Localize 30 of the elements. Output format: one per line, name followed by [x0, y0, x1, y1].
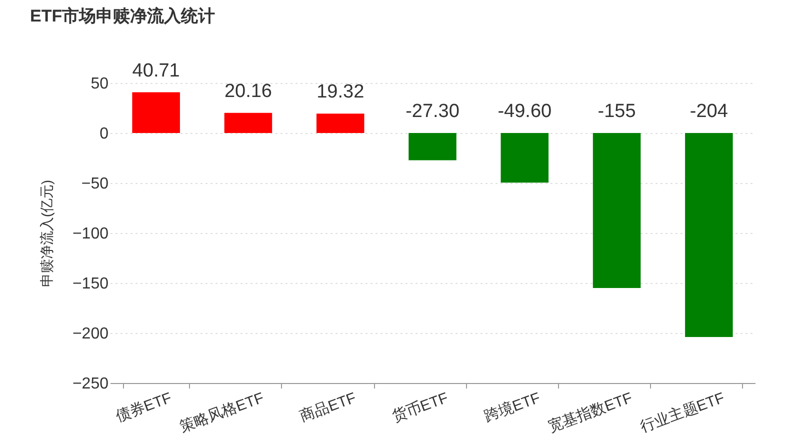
x-tick-label: 货币ETF [390, 390, 450, 426]
bar [408, 133, 456, 160]
y-tick-label: −250 [72, 376, 109, 392]
data-label: -49.60 [498, 101, 552, 122]
bar [316, 114, 364, 133]
y-tick-label: −200 [72, 326, 109, 342]
y-tick-label: 50 [90, 76, 109, 92]
x-tick-label: 行业主题ETF [638, 390, 727, 436]
x-tick-label: 商品ETF [298, 390, 358, 426]
data-label: 20.16 [224, 80, 272, 102]
x-tick-label: 宽基指数ETF [546, 390, 635, 436]
y-tick-label: 0 [100, 126, 109, 142]
data-label: -27.30 [406, 101, 460, 122]
bar [224, 112, 272, 133]
bar [592, 133, 641, 288]
x-tick-label: 跨境ETF [482, 390, 543, 426]
chart-title: ETF市场申赎净流入统计 [30, 6, 216, 26]
y-tick-label: −50 [81, 176, 109, 192]
bar [500, 133, 549, 183]
data-label: -204 [690, 101, 728, 122]
bar [685, 133, 733, 337]
x-tick-label: 债券ETF [113, 390, 174, 426]
y-tick-label: −100 [72, 226, 109, 242]
y-axis-title: 申赎净流入(亿元) [38, 180, 54, 288]
x-tick-label: 策略风格ETF [177, 390, 266, 436]
data-label: -155 [598, 101, 636, 122]
y-tick-label: −150 [72, 276, 109, 292]
data-label: 40.71 [132, 60, 180, 82]
bar [132, 92, 180, 133]
data-label: 19.32 [316, 82, 364, 103]
